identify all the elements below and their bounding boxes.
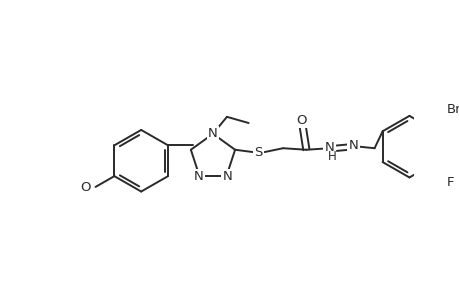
Text: Br: Br — [445, 103, 459, 116]
Text: F: F — [446, 176, 453, 189]
Text: N: N — [207, 127, 218, 140]
Text: N: N — [324, 141, 334, 154]
Text: O: O — [296, 114, 306, 127]
Text: N: N — [193, 170, 203, 183]
Text: N: N — [348, 140, 358, 152]
Text: O: O — [80, 181, 91, 194]
Text: H: H — [328, 150, 336, 163]
Text: S: S — [254, 146, 262, 159]
Text: N: N — [222, 170, 232, 183]
